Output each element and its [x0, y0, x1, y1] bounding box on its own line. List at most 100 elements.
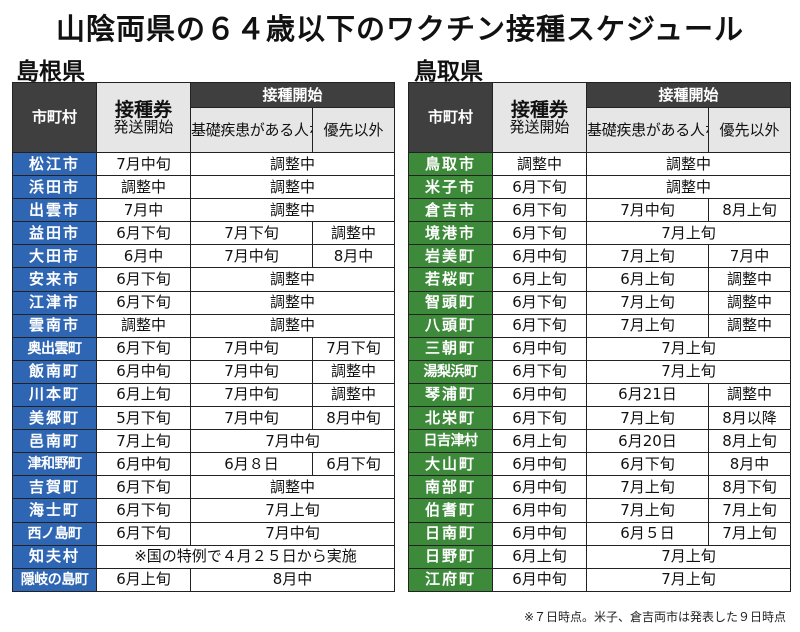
table-row: 南部町 6月中旬 7月上旬 8月下旬: [408, 475, 792, 500]
ticket-cell: 6月上旬: [492, 429, 587, 454]
ticket-cell: 6月下旬: [492, 406, 587, 431]
tottori-schedule-table: 市町村 接種券 発送開始 接種開始 基礎疾患がある人など優先対象者 優先以外 鳥…: [408, 82, 792, 592]
priority-cell: 6月下旬: [586, 452, 709, 477]
city-cell: 松江市: [12, 151, 97, 177]
ticket-cell: 調整中: [96, 313, 191, 338]
ticket-cell: 6月上旬: [492, 544, 587, 569]
header-priority: 基礎疾患がある人など優先対象者: [190, 107, 313, 153]
ticket-cell: 6月中旬: [96, 359, 191, 384]
other-cell: 調整中: [707, 313, 792, 338]
table-row: 日南町 6月中旬 6月５日 7月上旬: [408, 521, 792, 546]
ticket-cell: 6月下旬: [96, 475, 191, 500]
ticket-cell: 6月中旬: [492, 498, 587, 523]
city-cell: 西ノ島町: [12, 521, 97, 546]
table-row: 智頭町 6月下旬 7月上旬 調整中: [408, 290, 792, 315]
other-cell: 7月上旬: [707, 521, 792, 546]
ticket-cell: 6月下旬: [96, 290, 191, 315]
start-cell: 7月中旬: [189, 429, 396, 454]
header-city: 市町村: [408, 82, 493, 153]
header-ticket-bottom: 発送開始: [509, 117, 570, 136]
ticket-cell: 6月中旬: [492, 382, 587, 408]
city-cell: 境港市: [408, 221, 493, 246]
city-cell: 吉賀町: [12, 475, 97, 500]
city-cell: 出雲市: [12, 198, 97, 223]
ticket-cell: 6月中旬: [492, 567, 587, 592]
ticket-cell: 6月中: [96, 244, 191, 269]
priority-cell: 7月中旬: [190, 336, 313, 361]
start-cell: 7月上旬: [189, 498, 396, 523]
city-cell: 米子市: [408, 175, 493, 200]
ticket-cell: 6月中旬: [492, 521, 587, 546]
start-cell: 8月中: [189, 567, 396, 592]
other-cell: 調整中: [311, 221, 396, 246]
other-cell: 8月上旬: [707, 198, 792, 223]
city-cell: 奥出雲町: [12, 336, 97, 361]
other-cell: 8月中: [311, 244, 396, 269]
other-cell: 8月上旬: [707, 429, 792, 454]
priority-cell: 7月上旬: [586, 406, 709, 431]
start-cell: 7月上旬: [585, 336, 792, 361]
city-cell: 益田市: [12, 221, 97, 246]
start-cell: 調整中: [189, 475, 396, 500]
start-cell: 調整中: [189, 290, 396, 315]
priority-cell: 6月上旬: [586, 267, 709, 292]
ticket-cell: 6月上旬: [96, 382, 191, 408]
header-ticket-bottom: 発送開始: [113, 117, 174, 136]
ticket-cell: 6月下旬: [96, 521, 191, 546]
table-row: 日吉津村 6月上旬 6月20日 8月上旬: [408, 429, 792, 454]
city-cell: 八頭町: [408, 313, 493, 338]
table-row: 邑南町 7月上旬 7月中旬: [12, 429, 396, 454]
note-cell: ※国の特例で４月２５日から実施: [95, 544, 396, 569]
table-row: 三朝町 6月中旬 7月上旬: [408, 336, 792, 361]
table-row: 益田市 6月下旬 7月下旬 調整中: [12, 221, 396, 246]
other-cell: 7月下旬: [311, 336, 396, 361]
tottori-label: 鳥取県: [414, 59, 483, 85]
other-cell: 8月以降: [707, 406, 792, 431]
table-row: 知夫村 ※国の特例で４月２５日から実施: [12, 544, 396, 569]
table-row: 奥出雲町 6月下旬 7月中旬 7月下旬: [12, 336, 396, 361]
other-cell: 8月中: [707, 452, 792, 477]
table-row: 日野町 6月上旬 7月上旬: [408, 544, 792, 569]
city-cell: 南部町: [408, 475, 493, 500]
table-row: 西ノ島町 6月下旬 7月中旬: [12, 521, 396, 546]
start-cell: 7月上旬: [585, 359, 792, 384]
priority-cell: 6月21日: [586, 382, 709, 408]
header-city: 市町村: [12, 82, 97, 153]
city-cell: 隠岐の島町: [12, 567, 97, 592]
other-cell: 調整中: [311, 382, 396, 408]
priority-cell: 7月中旬: [190, 406, 313, 431]
table-row: 大山町 6月中旬 6月下旬 8月中: [408, 452, 792, 477]
ticket-cell: 6月中旬: [492, 452, 587, 477]
city-cell: 北栄町: [408, 406, 493, 431]
start-cell: 調整中: [189, 267, 396, 292]
table-row: 倉吉市 6月下旬 7月中旬 8月上旬: [408, 198, 792, 223]
table-row: 江府町 6月中旬 7月上旬: [408, 567, 792, 592]
priority-cell: 7月中旬: [190, 244, 313, 269]
priority-cell: 7月上旬: [586, 475, 709, 500]
priority-cell: 7月中旬: [190, 359, 313, 384]
other-cell: 8月中旬: [311, 406, 396, 431]
table-row: 岩美町 6月中旬 7月上旬 7月中: [408, 244, 792, 269]
city-cell: 三朝町: [408, 336, 493, 361]
priority-cell: 7月上旬: [586, 498, 709, 523]
city-cell: 湯梨浜町: [408, 359, 493, 384]
city-cell: 大田市: [12, 244, 97, 269]
priority-cell: 6月８日: [190, 452, 313, 477]
ticket-cell: 6月下旬: [492, 198, 587, 223]
table-row: 美郷町 5月下旬 7月中旬 8月中旬: [12, 406, 396, 431]
city-cell: 海士町: [12, 498, 97, 523]
priority-cell: 7月上旬: [586, 290, 709, 315]
city-cell: 琴浦町: [408, 382, 493, 408]
priority-cell: 6月５日: [586, 521, 709, 546]
other-cell: 調整中: [707, 267, 792, 292]
start-cell: 調整中: [189, 313, 396, 338]
other-cell: 調整中: [311, 359, 396, 384]
city-cell: 倉吉市: [408, 198, 493, 223]
ticket-cell: 6月中旬: [492, 244, 587, 269]
table-row: 海士町 6月下旬 7月上旬: [12, 498, 396, 523]
start-cell: 7月上旬: [585, 544, 792, 569]
start-cell: 7月上旬: [585, 567, 792, 592]
shimane-schedule-table: 市町村 接種券 発送開始 接種開始 基礎疾患がある人など優先対象者 優先以外 松…: [12, 82, 396, 592]
city-cell: 日吉津村: [408, 429, 493, 454]
table-row: 出雲市 7月中 調整中: [12, 198, 396, 223]
